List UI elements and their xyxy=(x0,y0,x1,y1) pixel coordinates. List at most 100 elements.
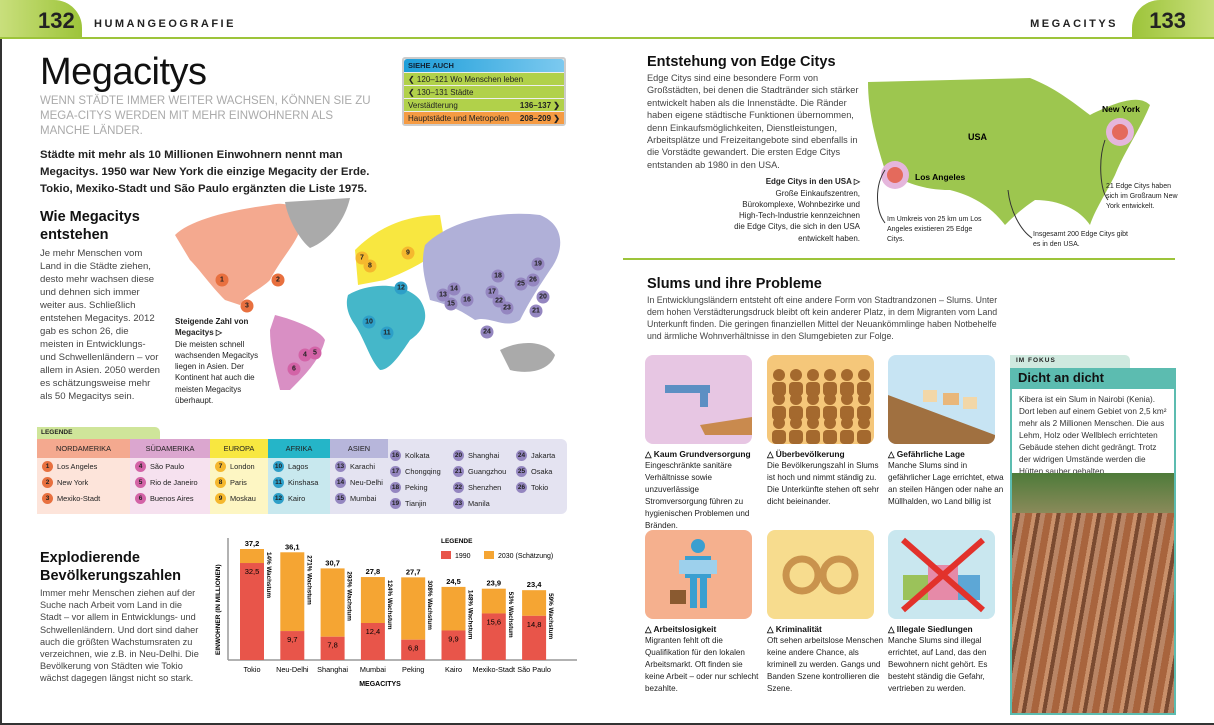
value-label-2030: 30,7 xyxy=(325,558,340,567)
subtitle: WENN STÄDTE IMMER WEITER WACHSEN, KÖNNEN… xyxy=(40,95,371,137)
map-marker[interactable]: 25 xyxy=(514,277,528,291)
map-marker[interactable]: 24 xyxy=(480,325,494,339)
bar-2030 xyxy=(320,568,345,637)
legend-group: AFRIKA 10 Lagos 11 Kinshasa 12 Kairo xyxy=(268,439,330,514)
see-also-link[interactable]: Hauptstädte und Metropolen 208–209 ❯ xyxy=(404,112,564,124)
edge-caption: Edge Citys in den USA ▷ Große Einkaufsze… xyxy=(727,176,860,244)
legend-group-name: AFRIKA xyxy=(268,439,330,458)
section-heading-slums: Slums und ihre Probleme xyxy=(647,276,822,292)
map-caption-text: Die meisten schnell wachsenden Megacitys… xyxy=(175,339,259,406)
map-marker[interactable]: 21 xyxy=(529,304,543,318)
page-number-left: 132 xyxy=(38,8,75,33)
x-tick-label: Tokio xyxy=(243,665,260,674)
north-america-shape xyxy=(175,203,301,305)
value-label-1990: 15,6 xyxy=(486,617,501,626)
value-label-2030: 24,5 xyxy=(446,577,461,586)
map-marker[interactable]: 2 xyxy=(271,273,285,287)
map-marker[interactable]: 16 xyxy=(460,293,474,307)
legend-city-number: 17 xyxy=(390,465,401,477)
legend-city-name: Rio de Janeiro xyxy=(150,477,198,487)
map-marker[interactable]: 4 xyxy=(298,348,312,362)
map-marker[interactable]: 10 xyxy=(362,315,376,329)
legend-city: 8 Paris xyxy=(210,474,268,490)
map-marker[interactable]: 9 xyxy=(401,246,415,260)
usa-label: USA xyxy=(968,132,988,142)
legend-city: 14 Neu-Delhi xyxy=(330,474,388,490)
value-label-2030: 23,4 xyxy=(527,580,542,589)
see-also-label: Verstädterung xyxy=(408,100,458,110)
bar-2030 xyxy=(280,552,305,632)
legend-city: 15 Mumbai xyxy=(330,490,388,506)
see-also-link[interactable]: ❮ 120–121 Wo Menschen leben xyxy=(404,73,564,85)
growth-label: 271% Wachstum xyxy=(305,555,312,605)
legend-city-number: 26 xyxy=(516,481,527,493)
see-also-link[interactable]: Verstädterung 136–137 ❯ xyxy=(404,99,564,111)
legend-city-name: Chongqing xyxy=(405,466,441,476)
legend-group-name: EUROPA xyxy=(210,439,268,458)
legend-city: 20 Shanghai xyxy=(453,447,499,463)
legend-group: NORDAMERIKA 1 Los Angeles 2 New York 3 Mexiko-… xyxy=(37,439,130,514)
map-marker[interactable]: 11 xyxy=(380,326,394,340)
see-also-label: ❮ 120–121 Wo Menschen leben xyxy=(408,74,524,84)
value-label-1990: 9,9 xyxy=(448,634,458,643)
legend-group: EUROPA 7 London 8 Paris 9 Moskau xyxy=(210,439,268,514)
legend-city-name: Osaka xyxy=(531,466,553,476)
legend-city-number: 1 xyxy=(42,460,53,472)
map-marker[interactable]: 15 xyxy=(444,297,458,311)
map-marker[interactable]: 1 xyxy=(215,273,229,287)
growth-label: 293% Wachstum xyxy=(346,571,353,621)
legend-city: 10 Lagos xyxy=(268,458,330,474)
legend-city-name: São Paulo xyxy=(150,461,185,471)
legend-city-name: Guangzhou xyxy=(468,466,507,476)
slum-problem-image xyxy=(888,530,995,619)
note-total: Insgesamt 200 Edge Citys gibt es in den … xyxy=(1033,231,1128,248)
growth-label: 59% Wachstum xyxy=(547,593,554,639)
legend-city-name: Kolkata xyxy=(405,450,430,460)
map-marker[interactable]: 3 xyxy=(240,299,254,313)
crossed-houses-icon xyxy=(901,537,985,613)
edge-column: Entstehung von Edge Citys Edge Citys sin… xyxy=(647,53,862,244)
map-marker[interactable]: 5 xyxy=(308,346,322,360)
map-marker[interactable]: 18 xyxy=(491,269,505,283)
map-marker[interactable]: 20 xyxy=(536,290,550,304)
map-marker[interactable]: 14 xyxy=(447,282,461,296)
map-marker[interactable]: 8 xyxy=(363,259,377,273)
legend-city: 13 Karachi xyxy=(330,458,388,474)
map-marker[interactable]: 19 xyxy=(531,257,545,271)
map-caption: Steigende Zahl von Megacitys ▷ Die meist… xyxy=(175,316,270,406)
wie-text: Je mehr Menschen vom Land in die Städte … xyxy=(40,248,160,402)
slum-problem: △ Kriminalität Oft sehen arbeitslose Mens… xyxy=(767,623,885,695)
page-title: Megacitys xyxy=(40,51,207,93)
australia-shape xyxy=(500,343,555,372)
legend-city-number: 14 xyxy=(335,476,346,488)
crowd-icon xyxy=(772,369,871,444)
note-ny: 21 Edge Citys haben sich im Großraum New… xyxy=(1106,183,1178,210)
legend-city: 4 São Paulo xyxy=(130,458,210,474)
map-caption-title: Steigende Zahl von Megacitys ▷ xyxy=(175,317,249,338)
legend-group-name: SÜDAMERIKA xyxy=(130,439,210,458)
la-label: Los Angeles xyxy=(915,172,965,182)
legend-entry-1990: 1990 xyxy=(455,553,471,560)
legend-city-name: Moskau xyxy=(230,493,256,503)
x-tick-label: Peking xyxy=(402,665,424,674)
legend-city-number: 10 xyxy=(273,460,284,472)
map-marker[interactable]: 6 xyxy=(287,362,301,376)
header-rule xyxy=(0,37,1214,39)
map-marker[interactable]: 12 xyxy=(394,281,408,295)
legend-city: 16 Kolkata xyxy=(390,447,430,463)
bar-1990 xyxy=(360,623,385,660)
legend-city: 2 New York xyxy=(37,474,130,490)
slum-problem-text: Manche Slums sind in gefährlicher Lage e… xyxy=(888,461,1004,506)
map-marker[interactable]: 23 xyxy=(500,301,514,315)
legend-city-name: Peking xyxy=(405,482,428,492)
slum-problem: △ Gefährliche Lage Manche Slums sind in g… xyxy=(888,448,1006,508)
slum-problem-image xyxy=(767,530,874,619)
legend-city-number: 9 xyxy=(215,492,226,504)
south-america-shape xyxy=(270,315,325,390)
legend-city-number: 13 xyxy=(335,460,346,472)
legend-city-name: Tianjin xyxy=(405,498,427,508)
legend-city: 21 Guangzhou xyxy=(453,463,506,479)
see-also-link[interactable]: ❮ 130–131 Städte xyxy=(404,86,564,98)
legend-city-name: Mexiko-Stadt xyxy=(57,493,101,503)
map-marker[interactable]: 26 xyxy=(526,273,540,287)
